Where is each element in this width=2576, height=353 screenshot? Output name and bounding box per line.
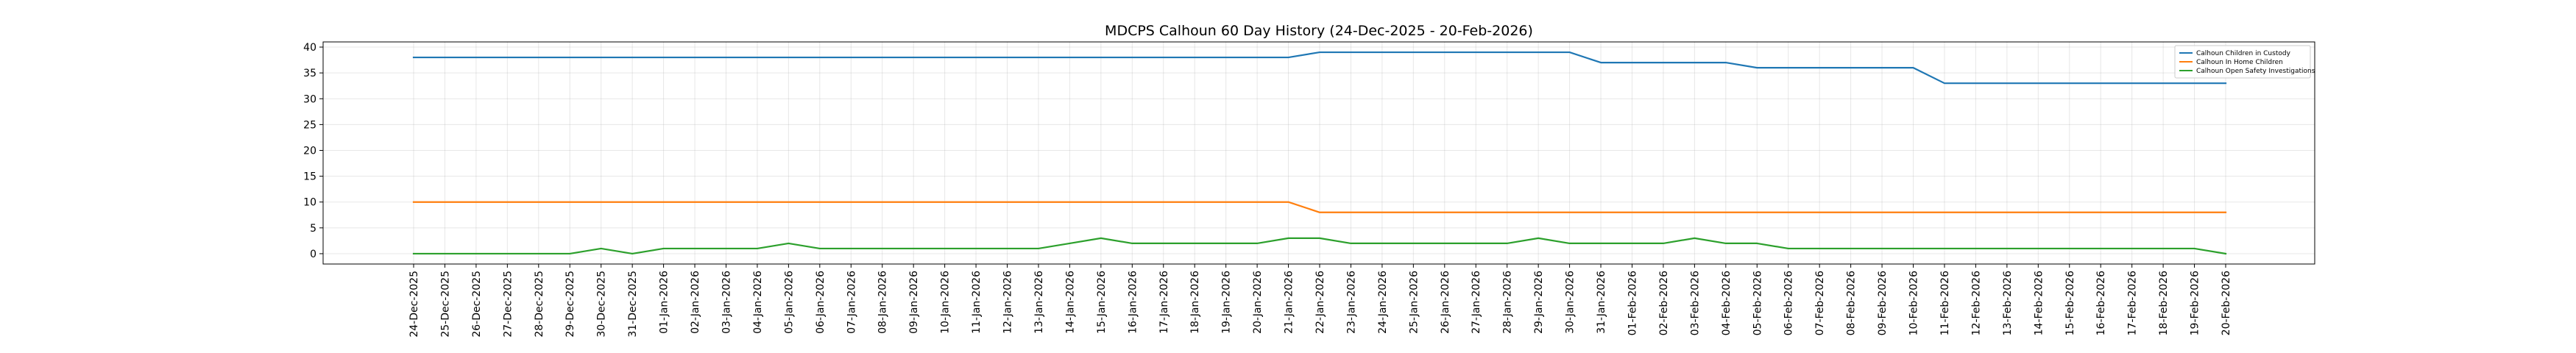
x-tick-label: 13-Feb-2026 xyxy=(2002,271,2014,335)
x-tick-label: 07-Jan-2026 xyxy=(846,271,857,334)
x-tick-label: 27-Jan-2026 xyxy=(1471,271,1482,334)
y-tick-label: 20 xyxy=(303,145,316,157)
x-tick-label: 04-Feb-2026 xyxy=(1721,271,1733,335)
y-tick-label: 5 xyxy=(310,223,316,235)
y-tick-label: 40 xyxy=(303,42,316,54)
x-tick-label: 17-Feb-2026 xyxy=(2127,271,2139,335)
x-tick-label: 13-Jan-2026 xyxy=(1033,271,1045,334)
series-layer xyxy=(412,51,2227,255)
x-tick-label: 10-Jan-2026 xyxy=(940,271,952,334)
x-tick-label: 17-Jan-2026 xyxy=(1158,271,1170,334)
x-tick-label: 25-Dec-2025 xyxy=(439,271,451,338)
x-tick-label: 20-Jan-2026 xyxy=(1252,271,1264,334)
x-tick-label: 22-Jan-2026 xyxy=(1314,271,1326,334)
x-tick-label: 01-Feb-2026 xyxy=(1627,271,1638,335)
x-tick-label: 26-Dec-2025 xyxy=(471,271,483,338)
x-tick-label: 06-Jan-2026 xyxy=(815,271,827,334)
x-tick-label: 07-Feb-2026 xyxy=(1814,271,1826,335)
x-tick-label: 26-Jan-2026 xyxy=(1440,271,1451,334)
x-tick-label: 31-Dec-2025 xyxy=(627,271,639,338)
x-tick-label: 14-Jan-2026 xyxy=(1064,271,1076,334)
x-tick-label: 09-Jan-2026 xyxy=(908,271,920,334)
x-tick-label: 05-Feb-2026 xyxy=(1752,271,1763,335)
chart-title: MDCPS Calhoun 60 Day History (24-Dec-202… xyxy=(1105,23,1533,39)
x-tick-label: 12-Feb-2026 xyxy=(1970,271,1982,335)
series-line-2 xyxy=(412,201,2227,213)
x-tick-label: 18-Jan-2026 xyxy=(1189,271,1201,334)
x-tick-label: 16-Jan-2026 xyxy=(1127,271,1139,334)
x-tick-label: 09-Feb-2026 xyxy=(1877,271,1889,335)
x-tick-label: 24-Dec-2025 xyxy=(408,271,420,338)
x-tick-label: 03-Jan-2026 xyxy=(721,271,732,334)
series-line-3 xyxy=(412,237,2227,255)
x-tick-label: 28-Jan-2026 xyxy=(1502,271,1514,334)
x-tick-label: 08-Feb-2026 xyxy=(1846,271,1858,335)
y-tick-label: 0 xyxy=(310,249,316,260)
x-tick-label: 11-Feb-2026 xyxy=(1939,271,1951,335)
x-tick-label: 23-Jan-2026 xyxy=(1345,271,1357,334)
x-tick-label: 11-Jan-2026 xyxy=(971,271,983,334)
legend-label: Calhoun Open Safety Investigations xyxy=(2196,68,2315,75)
y-axis: 0 5 10 15 20 25 30 35 40 xyxy=(303,42,323,260)
x-tick-label: 14-Feb-2026 xyxy=(2033,271,2045,335)
legend-box xyxy=(2174,45,2311,79)
y-tick-label: 10 xyxy=(303,197,316,209)
y-tick-label: 30 xyxy=(303,93,316,105)
x-tick-label: 30-Jan-2026 xyxy=(1565,271,1577,334)
x-tick-label: 29-Jan-2026 xyxy=(1533,271,1545,334)
x-tick-label: 21-Jan-2026 xyxy=(1284,271,1295,334)
legend: Calhoun Children in Custody Calhoun In Ho… xyxy=(2174,45,2315,79)
x-tick-label: 02-Feb-2026 xyxy=(1658,271,1670,335)
plot-frame xyxy=(322,41,2315,265)
x-tick-label: 15-Jan-2026 xyxy=(1096,271,1108,334)
y-tick-label: 35 xyxy=(303,68,316,79)
x-tick-label: 24-Jan-2026 xyxy=(1377,271,1389,334)
y-tick-label: 25 xyxy=(303,119,316,131)
x-tick-label: 19-Jan-2026 xyxy=(1221,271,1233,334)
x-tick-label: 15-Feb-2026 xyxy=(2064,271,2076,335)
x-axis: 24-Dec-2025 25-Dec-2025 26-Dec-2025 27-Dec-… xyxy=(408,264,2232,338)
x-tick-label: 25-Jan-2026 xyxy=(1408,271,1420,334)
x-tick-label: 18-Feb-2026 xyxy=(2158,271,2170,335)
x-tick-label: 02-Jan-2026 xyxy=(690,271,701,334)
x-tick-label: 06-Feb-2026 xyxy=(1783,271,1795,335)
x-tick-label: 03-Feb-2026 xyxy=(1689,271,1701,335)
legend-label: Calhoun In Home Children xyxy=(2196,59,2283,66)
x-tick-label: 12-Jan-2026 xyxy=(1002,271,1014,334)
y-tick-label: 15 xyxy=(303,171,316,183)
x-tick-label: 16-Feb-2026 xyxy=(2095,271,2107,335)
x-tick-label: 27-Dec-2025 xyxy=(502,271,514,338)
x-tick-label: 08-Jan-2026 xyxy=(877,271,889,334)
x-tick-label: 10-Feb-2026 xyxy=(1908,271,1920,335)
x-tick-label: 04-Jan-2026 xyxy=(752,271,764,334)
x-tick-label: 31-Jan-2026 xyxy=(1596,271,1607,334)
x-tick-label: 29-Dec-2025 xyxy=(565,271,576,338)
x-tick-label: 20-Feb-2026 xyxy=(2221,271,2232,335)
x-tick-label: 28-Dec-2025 xyxy=(534,271,545,338)
x-tick-label: 30-Dec-2025 xyxy=(596,271,608,338)
series-line-1 xyxy=(412,51,2227,85)
x-tick-label: 05-Jan-2026 xyxy=(783,271,795,334)
legend-label: Calhoun Children in Custody xyxy=(2196,50,2291,57)
x-tick-label: 19-Feb-2026 xyxy=(2190,271,2201,335)
x-tick-label: 01-Jan-2026 xyxy=(659,271,670,334)
